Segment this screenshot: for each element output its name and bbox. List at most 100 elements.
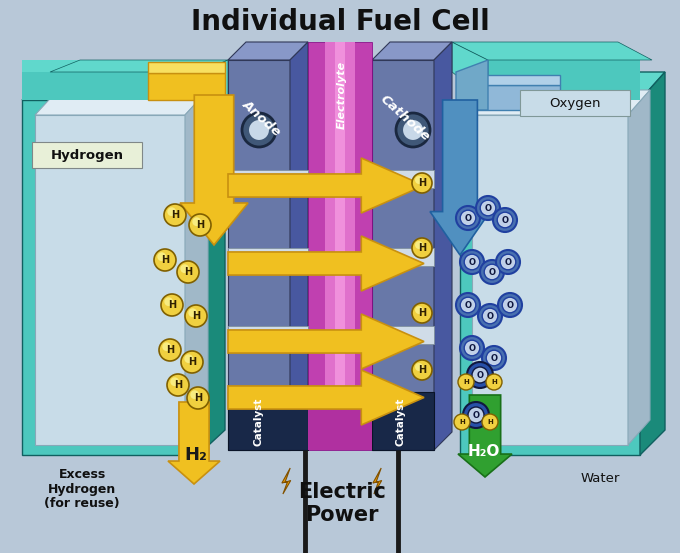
Polygon shape: [198, 72, 225, 455]
Circle shape: [159, 339, 181, 361]
Text: O: O: [507, 301, 513, 310]
Bar: [22, 60, 198, 72]
Circle shape: [498, 293, 522, 317]
Polygon shape: [228, 42, 308, 60]
Polygon shape: [148, 73, 225, 100]
Text: O: O: [477, 371, 483, 380]
Polygon shape: [228, 314, 424, 369]
Text: H: H: [196, 220, 204, 230]
Circle shape: [482, 308, 498, 324]
Circle shape: [472, 367, 488, 383]
Text: H: H: [463, 379, 469, 385]
Polygon shape: [50, 60, 228, 72]
Bar: [228, 170, 308, 188]
Circle shape: [482, 346, 506, 370]
Bar: [290, 258, 308, 262]
Text: O: O: [484, 204, 492, 213]
Polygon shape: [168, 402, 220, 484]
Text: Individual Fuel Cell: Individual Fuel Cell: [190, 8, 490, 36]
Text: H: H: [192, 311, 200, 321]
Polygon shape: [452, 42, 652, 60]
Polygon shape: [228, 158, 424, 213]
Bar: [372, 326, 434, 344]
Polygon shape: [22, 100, 198, 455]
Text: Water: Water: [580, 472, 619, 484]
Polygon shape: [460, 85, 560, 110]
Circle shape: [181, 351, 203, 373]
Bar: [460, 60, 640, 100]
Circle shape: [161, 294, 183, 316]
Circle shape: [464, 340, 480, 356]
Bar: [32, 142, 142, 168]
Circle shape: [167, 374, 189, 396]
Text: H: H: [487, 419, 493, 425]
Circle shape: [496, 250, 520, 274]
Polygon shape: [458, 395, 512, 477]
Circle shape: [402, 119, 424, 141]
Circle shape: [184, 354, 193, 363]
Text: H: H: [459, 419, 465, 425]
Circle shape: [412, 360, 432, 380]
Text: O: O: [464, 301, 471, 310]
Circle shape: [412, 173, 432, 193]
Circle shape: [480, 200, 496, 216]
Text: Electric: Electric: [298, 482, 386, 502]
Text: H: H: [184, 267, 192, 277]
Text: Power: Power: [305, 505, 379, 525]
Circle shape: [456, 293, 480, 317]
Text: H: H: [418, 365, 426, 375]
Polygon shape: [472, 90, 650, 115]
Circle shape: [463, 402, 489, 428]
Circle shape: [157, 252, 166, 261]
Text: O: O: [473, 411, 479, 420]
Circle shape: [167, 207, 176, 216]
Text: O: O: [469, 258, 475, 267]
Circle shape: [476, 196, 500, 220]
Circle shape: [482, 414, 498, 430]
Polygon shape: [22, 72, 225, 100]
Polygon shape: [228, 60, 290, 450]
Bar: [372, 248, 434, 266]
Bar: [372, 170, 434, 188]
Circle shape: [484, 264, 500, 280]
Bar: [228, 392, 308, 450]
Polygon shape: [640, 72, 665, 455]
Polygon shape: [198, 60, 228, 100]
Polygon shape: [282, 468, 291, 494]
Bar: [290, 336, 308, 340]
Polygon shape: [228, 236, 424, 291]
Polygon shape: [460, 100, 640, 455]
Text: Catalyst: Catalyst: [395, 398, 405, 446]
Text: O: O: [486, 312, 494, 321]
Polygon shape: [185, 90, 208, 445]
Bar: [290, 174, 308, 178]
Bar: [290, 180, 308, 184]
Circle shape: [192, 217, 201, 226]
Bar: [228, 326, 308, 344]
Circle shape: [187, 387, 209, 409]
Polygon shape: [35, 115, 185, 445]
Circle shape: [415, 176, 423, 184]
Circle shape: [242, 113, 276, 147]
Bar: [290, 330, 308, 334]
Polygon shape: [460, 75, 560, 85]
Circle shape: [415, 241, 423, 249]
Polygon shape: [430, 100, 490, 255]
Bar: [308, 392, 372, 450]
Circle shape: [180, 264, 189, 273]
Circle shape: [177, 261, 199, 283]
Circle shape: [412, 238, 432, 258]
Text: H₂O: H₂O: [468, 445, 500, 460]
Circle shape: [412, 303, 432, 323]
Text: O: O: [502, 216, 509, 225]
Text: H₂: H₂: [184, 446, 207, 464]
Polygon shape: [308, 42, 372, 450]
Circle shape: [480, 260, 504, 284]
Circle shape: [500, 254, 516, 270]
Text: O: O: [488, 268, 496, 277]
Polygon shape: [335, 42, 345, 450]
Text: O: O: [464, 214, 471, 223]
Circle shape: [165, 298, 173, 306]
Text: H: H: [174, 380, 182, 390]
Polygon shape: [180, 95, 248, 245]
